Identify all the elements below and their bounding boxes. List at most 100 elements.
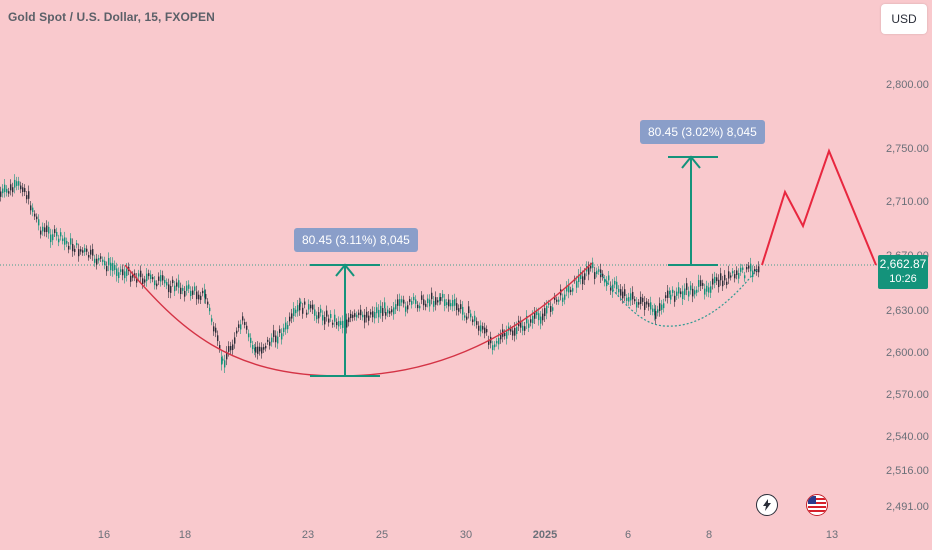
candle-body bbox=[86, 248, 88, 252]
y-tick-label: 2,600.00 bbox=[886, 347, 929, 359]
candle-body bbox=[522, 325, 524, 331]
candle-body bbox=[556, 299, 558, 302]
candle-body bbox=[314, 309, 316, 316]
candle-body bbox=[492, 345, 494, 351]
candle-body bbox=[654, 308, 656, 316]
candle-body bbox=[198, 294, 200, 300]
candle-body bbox=[425, 303, 427, 307]
candle-body bbox=[80, 249, 82, 252]
candle-body bbox=[250, 337, 252, 343]
candle-body bbox=[228, 346, 230, 352]
candle-body bbox=[287, 325, 289, 330]
candle-body bbox=[108, 258, 110, 266]
candle-body bbox=[116, 268, 118, 276]
candle-body bbox=[336, 321, 338, 326]
candle-body bbox=[736, 270, 738, 275]
candle-body bbox=[158, 276, 160, 281]
candle-body bbox=[448, 299, 450, 307]
candle-body bbox=[322, 315, 324, 321]
candle-body bbox=[295, 309, 297, 314]
candle-body bbox=[694, 290, 696, 295]
candle-body bbox=[202, 290, 204, 294]
candle-body bbox=[12, 187, 14, 193]
candle-body bbox=[663, 303, 665, 309]
candle-body bbox=[354, 313, 356, 317]
candle-body bbox=[316, 315, 318, 320]
measure-1-label: 80.45 (3.11%) 8,045 bbox=[294, 228, 418, 252]
candle-body bbox=[44, 227, 46, 233]
candle-body bbox=[213, 326, 215, 332]
candle-body bbox=[744, 275, 746, 279]
candle-body bbox=[661, 304, 663, 310]
candle-body bbox=[64, 237, 66, 245]
candle-body bbox=[496, 341, 498, 344]
candle-body bbox=[382, 308, 384, 316]
candle-body bbox=[411, 301, 413, 305]
candle-body bbox=[494, 344, 496, 348]
candle-body bbox=[548, 302, 550, 305]
candle-body bbox=[566, 285, 568, 292]
candle-body bbox=[409, 299, 411, 302]
candle-body bbox=[452, 300, 454, 307]
candle-body bbox=[608, 275, 610, 281]
x-tick-label: 8 bbox=[706, 529, 712, 541]
candle-body bbox=[194, 286, 196, 291]
candle-body bbox=[14, 179, 16, 188]
candle-body bbox=[657, 309, 659, 313]
candle-body bbox=[419, 305, 421, 309]
candle-body bbox=[399, 299, 401, 307]
measure-2-label: 80.45 (3.02%) 8,045 bbox=[640, 120, 765, 144]
candle-body bbox=[638, 302, 640, 305]
handle-arc bbox=[597, 267, 759, 327]
candle-body bbox=[106, 266, 108, 272]
candle-body bbox=[26, 195, 28, 200]
candle-body bbox=[644, 302, 646, 310]
candle-body bbox=[470, 313, 472, 318]
candle-body bbox=[74, 248, 76, 252]
candle-body bbox=[582, 276, 584, 285]
price-axis: 2,800.002,750.002,710.002,670.002,630.00… bbox=[886, 79, 929, 513]
candle-body bbox=[222, 358, 224, 361]
candle-body bbox=[429, 299, 431, 307]
candle-body bbox=[362, 314, 364, 318]
candle-body bbox=[68, 245, 70, 250]
candle-body bbox=[302, 307, 304, 314]
candle-body bbox=[655, 311, 657, 319]
candle-body bbox=[66, 240, 68, 244]
candle-body bbox=[482, 326, 484, 330]
candle-body bbox=[364, 314, 366, 323]
candle-body bbox=[156, 283, 158, 287]
candle-body bbox=[48, 226, 50, 234]
candle-body bbox=[100, 256, 102, 259]
currency-button[interactable]: USD bbox=[881, 4, 927, 34]
candle-body bbox=[670, 294, 672, 300]
candle-body bbox=[168, 284, 170, 293]
candle-body bbox=[350, 313, 352, 319]
candle-body bbox=[92, 249, 94, 256]
candle-body bbox=[140, 270, 142, 278]
candle-body bbox=[0, 191, 2, 197]
candle-body bbox=[431, 292, 433, 300]
candle-body bbox=[630, 293, 632, 301]
candle-body bbox=[385, 312, 387, 316]
candle-body bbox=[372, 311, 374, 318]
candle-body bbox=[46, 225, 48, 232]
candle-body bbox=[32, 207, 34, 213]
candle-body bbox=[120, 269, 122, 272]
candle-body bbox=[124, 271, 126, 279]
candle-body bbox=[730, 275, 732, 278]
us-flag-icon[interactable] bbox=[806, 494, 828, 516]
candle-body bbox=[4, 184, 6, 192]
candle-body bbox=[665, 295, 667, 298]
x-tick-label: 18 bbox=[179, 529, 191, 541]
candle-body bbox=[342, 320, 344, 328]
candle-body bbox=[320, 308, 322, 313]
candle-body bbox=[620, 289, 622, 296]
candle-body bbox=[464, 315, 466, 318]
candle-body bbox=[626, 297, 628, 301]
lightning-icon[interactable] bbox=[756, 494, 778, 516]
candle-body bbox=[84, 248, 86, 252]
candle-body bbox=[219, 345, 221, 349]
x-tick-label: 16 bbox=[98, 529, 110, 541]
